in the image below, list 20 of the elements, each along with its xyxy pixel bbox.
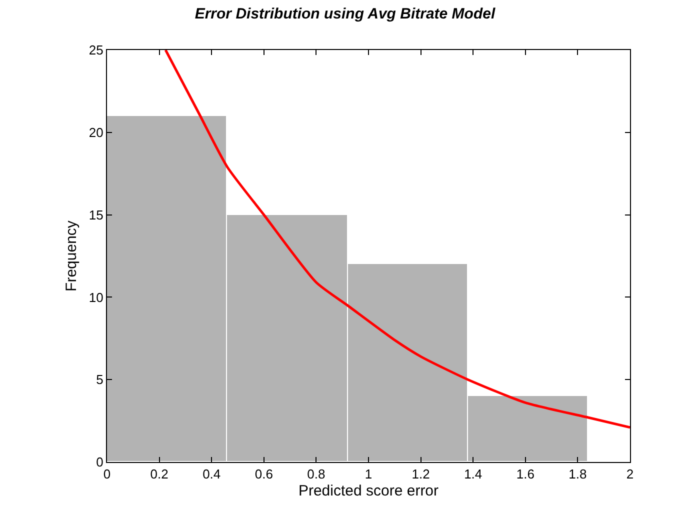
line-series — [164, 50, 630, 429]
x-tick-label: 1.6 — [516, 466, 534, 482]
x-axis-title: Predicted score error — [298, 482, 439, 500]
x-tick-label: 2 — [626, 466, 634, 482]
x-tick-label: 0.4 — [202, 466, 221, 482]
y-tick-label: 5 — [96, 372, 104, 388]
x-tick-label: 1 — [364, 466, 372, 482]
x-tick-label: 0.2 — [150, 466, 168, 482]
y-tick-label: 10 — [88, 290, 104, 305]
y-tick-label: 0 — [96, 454, 104, 470]
y-tick-label: 25 — [88, 42, 104, 58]
x-tick-label: 0.6 — [254, 466, 273, 482]
chart-title: Error Distribution using Avg Bitrate Model — [194, 5, 496, 22]
y-axis-title: Frequency — [63, 220, 80, 292]
y-tick-label: 15 — [88, 207, 104, 222]
x-tick-label: 1.8 — [568, 466, 587, 482]
y-tick-label: 20 — [88, 124, 104, 140]
x-tick-label: 1.4 — [464, 466, 482, 482]
x-tick-label: 1.2 — [412, 466, 430, 482]
x-tick-label: 0.8 — [307, 466, 326, 482]
